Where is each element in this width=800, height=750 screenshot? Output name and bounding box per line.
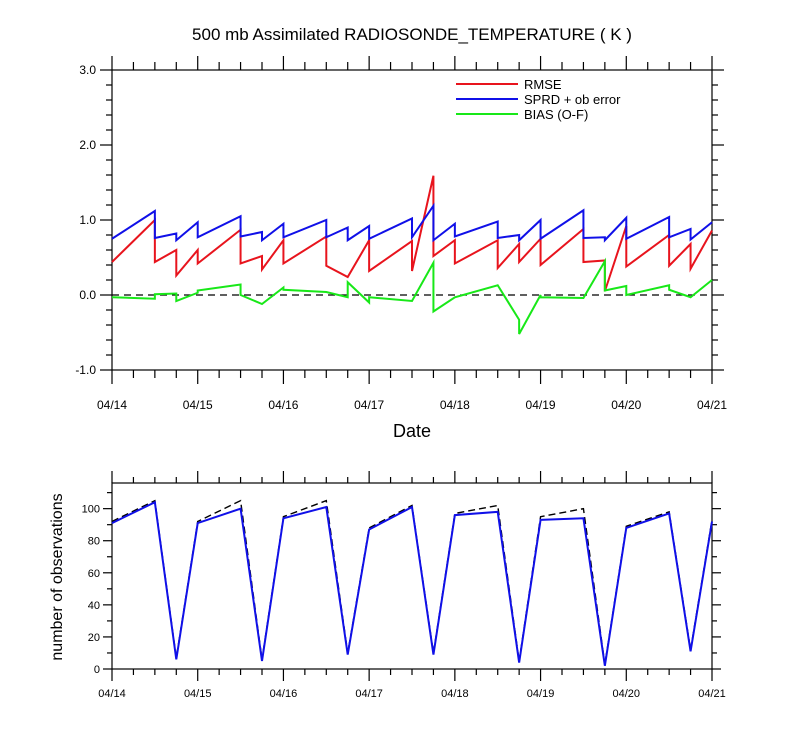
legend-label: SPRD + ob error [524, 92, 621, 107]
y-axis-label: number of observations [49, 493, 66, 660]
y-tick-label: -1.0 [75, 363, 96, 377]
x-tick-label: 04/21 [698, 688, 726, 700]
x-tick-label: 04/18 [441, 688, 469, 700]
x-tick-label: 04/16 [268, 398, 298, 412]
y-tick-label: 100 [82, 504, 100, 516]
series-line-0 [111, 175, 713, 292]
y-tick-label: 0 [94, 664, 100, 676]
x-tick-label: 04/17 [355, 688, 383, 700]
legend-label: BIAS (O-F) [524, 107, 588, 122]
top-chart: 04/14 04/15 04/16 04/17 04/18 04/19 04/20 04/21… [75, 56, 727, 412]
x-tick-label: 04/20 [611, 398, 641, 412]
chart-title: 500 mb Assimilated RADIOSONDE_TEMPERATUR… [192, 25, 632, 44]
x-tick-label: 04/16 [270, 688, 298, 700]
x-tick-label: 04/14 [97, 398, 127, 412]
y-tick-label: 40 [88, 600, 100, 612]
x-tick-label: 04/17 [354, 398, 384, 412]
y-tick-label: 60 [88, 568, 100, 580]
x-tick-label: 04/18 [440, 398, 470, 412]
x-axis-label: Date [393, 421, 431, 441]
bottom-chart: 04/14 04/15 04/16 04/17 04/18 04/19 04/20 04/21… [82, 471, 726, 700]
y-tick-label: 1.0 [79, 213, 96, 227]
y-tick-label: 20 [88, 632, 100, 644]
x-tick-label: 04/21 [697, 398, 727, 412]
x-tick-label: 04/15 [184, 688, 212, 700]
series-line-0 [111, 499, 713, 665]
legend-label: RMSE [524, 77, 562, 92]
y-tick-label: 3.0 [79, 63, 96, 77]
x-tick-label: 04/14 [98, 688, 126, 700]
series-line-1 [111, 202, 713, 243]
series-line-1 [111, 500, 713, 666]
series-line-2 [111, 257, 713, 335]
x-tick-label: 04/15 [183, 398, 213, 412]
y-tick-label: 80 [88, 536, 100, 548]
x-tick-label: 04/20 [613, 688, 641, 700]
y-tick-label: 0.0 [79, 288, 96, 302]
y-tick-label: 2.0 [79, 138, 96, 152]
x-tick-label: 04/19 [526, 398, 556, 412]
x-tick-label: 04/19 [527, 688, 555, 700]
